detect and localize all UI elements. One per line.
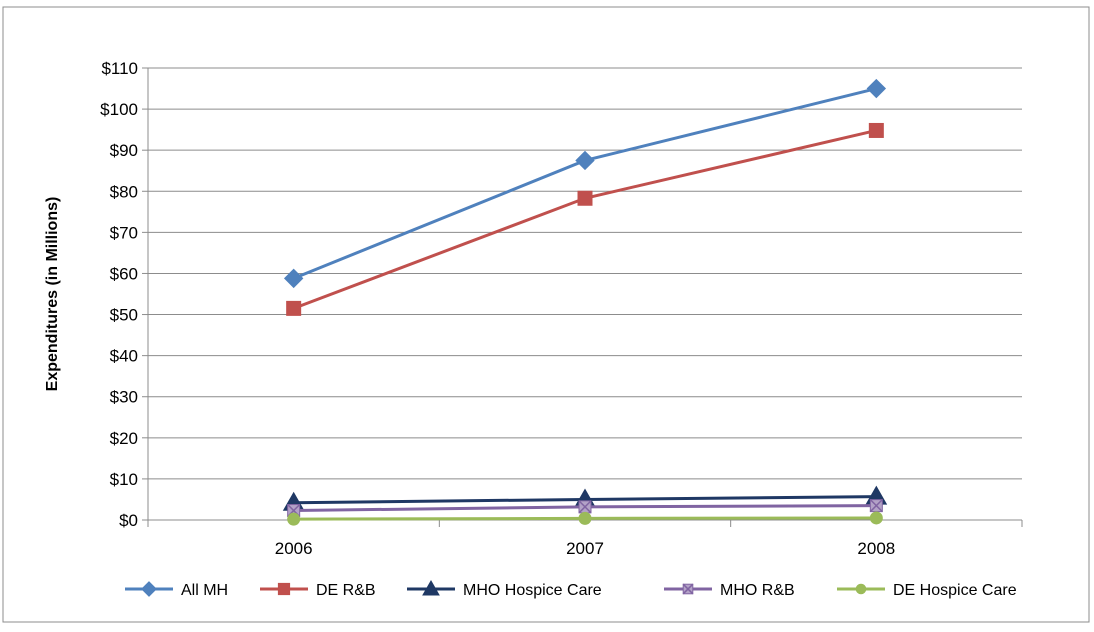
series-0 bbox=[283, 78, 887, 289]
legend-swatch-marker bbox=[277, 582, 291, 596]
legend-item: All MH bbox=[125, 581, 228, 599]
y-tick-label: $50 bbox=[110, 306, 138, 325]
series-3 bbox=[287, 499, 883, 518]
gridlines bbox=[148, 67, 1022, 480]
legend-label: All MH bbox=[181, 582, 228, 599]
legend-swatch-marker bbox=[141, 581, 157, 597]
legend-item: MHO Hospice Care bbox=[407, 579, 602, 599]
data-point-cross-b bbox=[869, 499, 883, 513]
series-lines bbox=[282, 78, 888, 526]
legend-swatch-marker bbox=[855, 583, 867, 595]
legend-item: MHO R&B bbox=[664, 582, 795, 599]
y-tick-label: $70 bbox=[110, 223, 138, 242]
data-point bbox=[577, 190, 593, 206]
axes: $0 $10 $20 $30 $40 $50 $60 $70 $80 $90 $100 $110 200… bbox=[100, 59, 1023, 558]
legend-swatch-marker-cross-b bbox=[682, 583, 694, 595]
y-tick-label: $90 bbox=[110, 141, 138, 160]
data-point bbox=[283, 268, 304, 289]
y-axis-title: Expenditures (in Millions) bbox=[44, 197, 61, 392]
legend: All MH DE R&B MHO Hospice Care MHO R&B DE Ho… bbox=[125, 579, 1017, 599]
data-point-cross-b bbox=[578, 500, 592, 514]
legend-label: DE R&B bbox=[316, 582, 376, 599]
data-point bbox=[286, 300, 302, 316]
y-tick-label: $20 bbox=[110, 429, 138, 448]
y-tick-label: $40 bbox=[110, 347, 138, 366]
data-point bbox=[866, 78, 887, 99]
series-1 bbox=[286, 122, 884, 316]
legend-item: DE Hospice Care bbox=[837, 582, 1017, 599]
y-tick-label: $80 bbox=[110, 182, 138, 201]
data-point bbox=[578, 511, 592, 525]
y-tick-label: $30 bbox=[110, 388, 138, 407]
legend-label: MHO R&B bbox=[720, 582, 795, 599]
y-tick-label: $60 bbox=[110, 264, 138, 283]
data-point bbox=[868, 122, 884, 138]
x-tick-label: 2007 bbox=[566, 539, 604, 558]
y-tick-label: $110 bbox=[101, 59, 138, 78]
legend-label: DE Hospice Care bbox=[893, 582, 1017, 599]
y-tick-label: $10 bbox=[110, 470, 138, 489]
legend-swatch-marker bbox=[422, 579, 440, 596]
series-4 bbox=[287, 511, 883, 526]
data-point bbox=[869, 511, 883, 525]
y-tick-label: $100 bbox=[100, 100, 138, 119]
x-tick-label: 2008 bbox=[857, 539, 895, 558]
legend-item: DE R&B bbox=[260, 582, 376, 599]
legend-label: MHO Hospice Care bbox=[463, 582, 602, 599]
data-point bbox=[575, 150, 595, 171]
data-point bbox=[287, 512, 301, 526]
x-tick-label: 2006 bbox=[275, 539, 313, 558]
y-tick-label: $0 bbox=[119, 511, 138, 530]
